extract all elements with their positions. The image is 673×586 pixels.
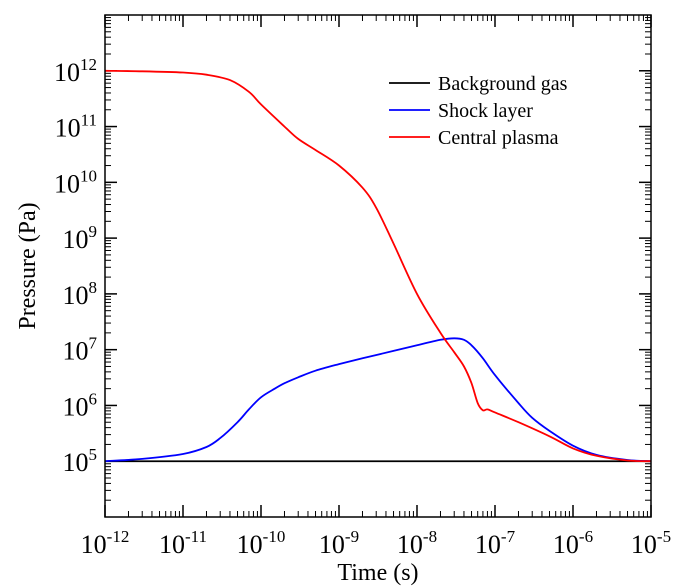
y-tick-label: 105 (63, 445, 98, 477)
legend-label-shock-layer: Shock layer (438, 100, 533, 122)
legend-label-background-gas: Background gas (438, 73, 568, 95)
x-tick-label: 10-7 (475, 527, 516, 559)
y-tick-label: 1011 (55, 111, 97, 143)
major-ticks (104, 15, 652, 517)
x-tick-label: 10-8 (397, 527, 437, 559)
x-tick-label: 10-10 (237, 527, 286, 559)
x-tick-label: 10-9 (319, 527, 359, 559)
x-tick-labels: 10-12 10-11 10-10 10-9 10-8 10-7 10-6 10-5 (81, 527, 671, 559)
x-axis-label: Time (s) (337, 560, 418, 586)
y-tick-label: 1012 (54, 55, 97, 87)
plot-frame (104, 14, 652, 518)
y-tick-label: 107 (63, 334, 98, 366)
series-line-central-plasma (104, 69, 652, 463)
y-tick-label: 109 (63, 222, 98, 254)
y-tick-label: 108 (63, 278, 98, 310)
x-tick-label: 10-11 (159, 527, 207, 559)
y-tick-label: 106 (63, 389, 98, 421)
y-axis-label: Pressure (Pa) (15, 202, 41, 329)
y-tick-labels: 105 106 107 108 109 1010 1011 1012 (54, 55, 98, 477)
minor-ticks (105, 15, 651, 517)
series-lines (104, 69, 652, 463)
legend-label-central-plasma: Central plasma (438, 127, 559, 149)
y-tick-label: 1010 (54, 166, 97, 198)
series-line-shock-layer (104, 337, 652, 463)
x-tick-label: 10-5 (631, 527, 671, 559)
legend: Background gas Shock layer Central plasma (389, 73, 568, 149)
x-tick-label: 10-6 (553, 527, 593, 559)
x-tick-label: 10-12 (81, 527, 130, 559)
